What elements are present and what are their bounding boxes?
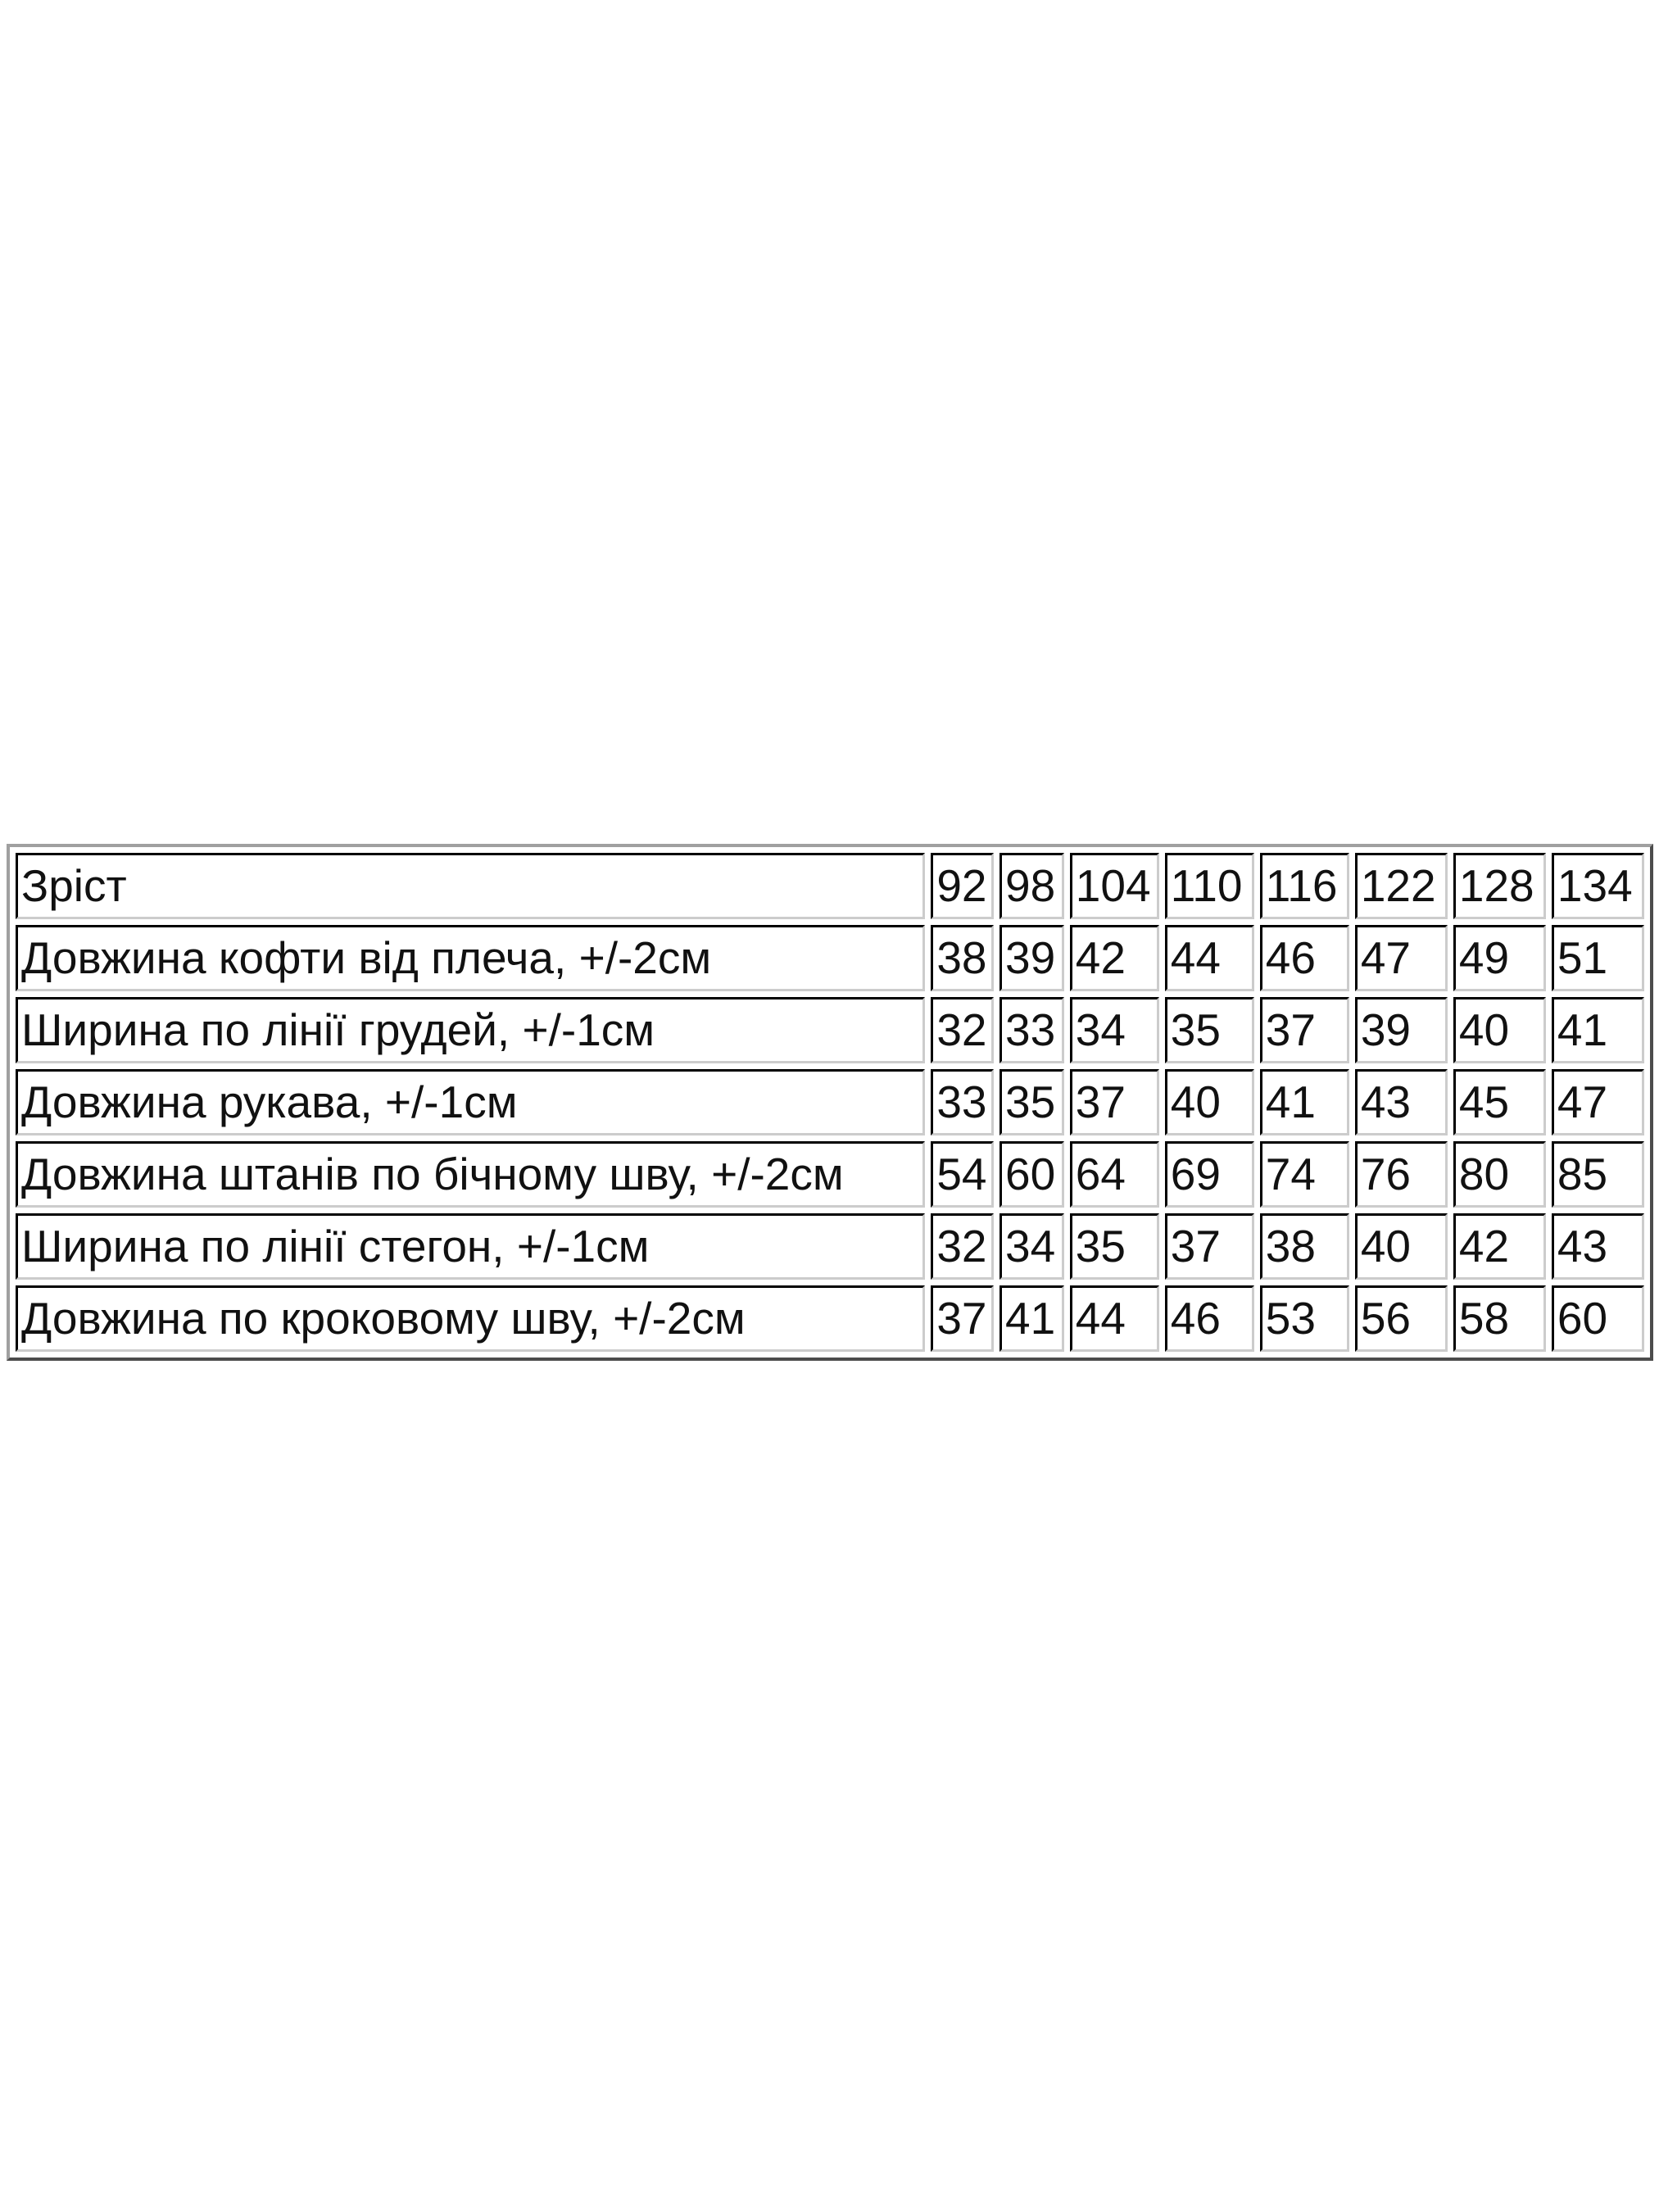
- header-row: Зріст 92 98 104 110 116 122 128 134: [16, 853, 1644, 919]
- table-cell: 37: [1259, 997, 1349, 1063]
- table-cell: 35: [1069, 1213, 1159, 1280]
- table-cell: 34: [1069, 997, 1159, 1063]
- row-label: Ширина по лінії грудей, +/-1см: [16, 997, 926, 1063]
- row-label: Довжина кофти від плеча, +/-2см: [16, 925, 926, 991]
- table-cell: 43: [1551, 1213, 1644, 1280]
- row-label: Зріст: [16, 853, 926, 919]
- table-cell: 74: [1259, 1141, 1349, 1208]
- table-cell: 33: [999, 997, 1064, 1063]
- table-cell: 35: [1164, 997, 1254, 1063]
- table-cell: 44: [1069, 1285, 1159, 1352]
- table-cell: 122: [1354, 853, 1448, 919]
- table-cell: 53: [1259, 1285, 1349, 1352]
- table-cell: 45: [1453, 1069, 1546, 1135]
- table-row: Довжина рукава, +/-1см 33 35 37 40 41 43 45 47: [16, 1069, 1644, 1135]
- table-cell: 37: [1069, 1069, 1159, 1135]
- table-cell: 34: [999, 1213, 1064, 1280]
- table-cell: 60: [999, 1141, 1064, 1208]
- row-label: Довжина рукава, +/-1см: [16, 1069, 926, 1135]
- table-cell: 64: [1069, 1141, 1159, 1208]
- table-cell: 41: [1259, 1069, 1349, 1135]
- table-cell: 39: [999, 925, 1064, 991]
- table-cell: 38: [1259, 1213, 1349, 1280]
- table-cell: 116: [1259, 853, 1349, 919]
- table-cell: 35: [999, 1069, 1064, 1135]
- table-cell: 47: [1354, 925, 1448, 991]
- table-cell: 44: [1164, 925, 1254, 991]
- table-cell: 38: [931, 925, 995, 991]
- table-cell: 33: [931, 1069, 995, 1135]
- table-cell: 37: [1164, 1213, 1254, 1280]
- table-cell: 32: [931, 997, 995, 1063]
- table-cell: 98: [999, 853, 1064, 919]
- table-cell: 104: [1069, 853, 1159, 919]
- table-cell: 85: [1551, 1141, 1644, 1208]
- table-row: Ширина по лінії грудей, +/-1см 32 33 34 35 37…: [16, 997, 1644, 1063]
- row-label: Ширина по лінії стегон, +/-1см: [16, 1213, 926, 1280]
- table-cell: 39: [1354, 997, 1448, 1063]
- table-cell: 49: [1453, 925, 1546, 991]
- table-cell: 51: [1551, 925, 1644, 991]
- table-row: Довжина кофти від плеча, +/-2см 38 39 42 44 4…: [16, 925, 1644, 991]
- table-cell: 56: [1354, 1285, 1448, 1352]
- table-row: Довжина по кроковому шву, +/-2см 37 41 44 46…: [16, 1285, 1644, 1352]
- table-row: Довжина штанів по бічному шву, +/-2см 54 6…: [16, 1141, 1644, 1208]
- table-cell: 134: [1551, 853, 1644, 919]
- table-row: Ширина по лінії стегон, +/-1см 32 34 35 37 38…: [16, 1213, 1644, 1280]
- table-cell: 41: [1551, 997, 1644, 1063]
- table-cell: 41: [999, 1285, 1064, 1352]
- table-cell: 43: [1354, 1069, 1448, 1135]
- table-cell: 110: [1164, 853, 1254, 919]
- row-label: Довжина штанів по бічному шву, +/-2см: [16, 1141, 926, 1208]
- table-cell: 32: [931, 1213, 995, 1280]
- table-cell: 58: [1453, 1285, 1546, 1352]
- size-table: Зріст 92 98 104 110 116 122 128 134 Довжина кофти…: [7, 844, 1653, 1361]
- table-cell: 40: [1354, 1213, 1448, 1280]
- table-cell: 40: [1164, 1069, 1254, 1135]
- table-cell: 60: [1551, 1285, 1644, 1352]
- table-cell: 46: [1259, 925, 1349, 991]
- table-cell: 37: [931, 1285, 995, 1352]
- table-cell: 92: [931, 853, 995, 919]
- table-cell: 40: [1453, 997, 1546, 1063]
- table-cell: 76: [1354, 1141, 1448, 1208]
- table-cell: 80: [1453, 1141, 1546, 1208]
- table-cell: 42: [1069, 925, 1159, 991]
- row-label: Довжина по кроковому шву, +/-2см: [16, 1285, 926, 1352]
- table-cell: 69: [1164, 1141, 1254, 1208]
- table-cell: 42: [1453, 1213, 1546, 1280]
- table-cell: 47: [1551, 1069, 1644, 1135]
- table-cell: 46: [1164, 1285, 1254, 1352]
- table-cell: 54: [931, 1141, 995, 1208]
- table-cell: 128: [1453, 853, 1546, 919]
